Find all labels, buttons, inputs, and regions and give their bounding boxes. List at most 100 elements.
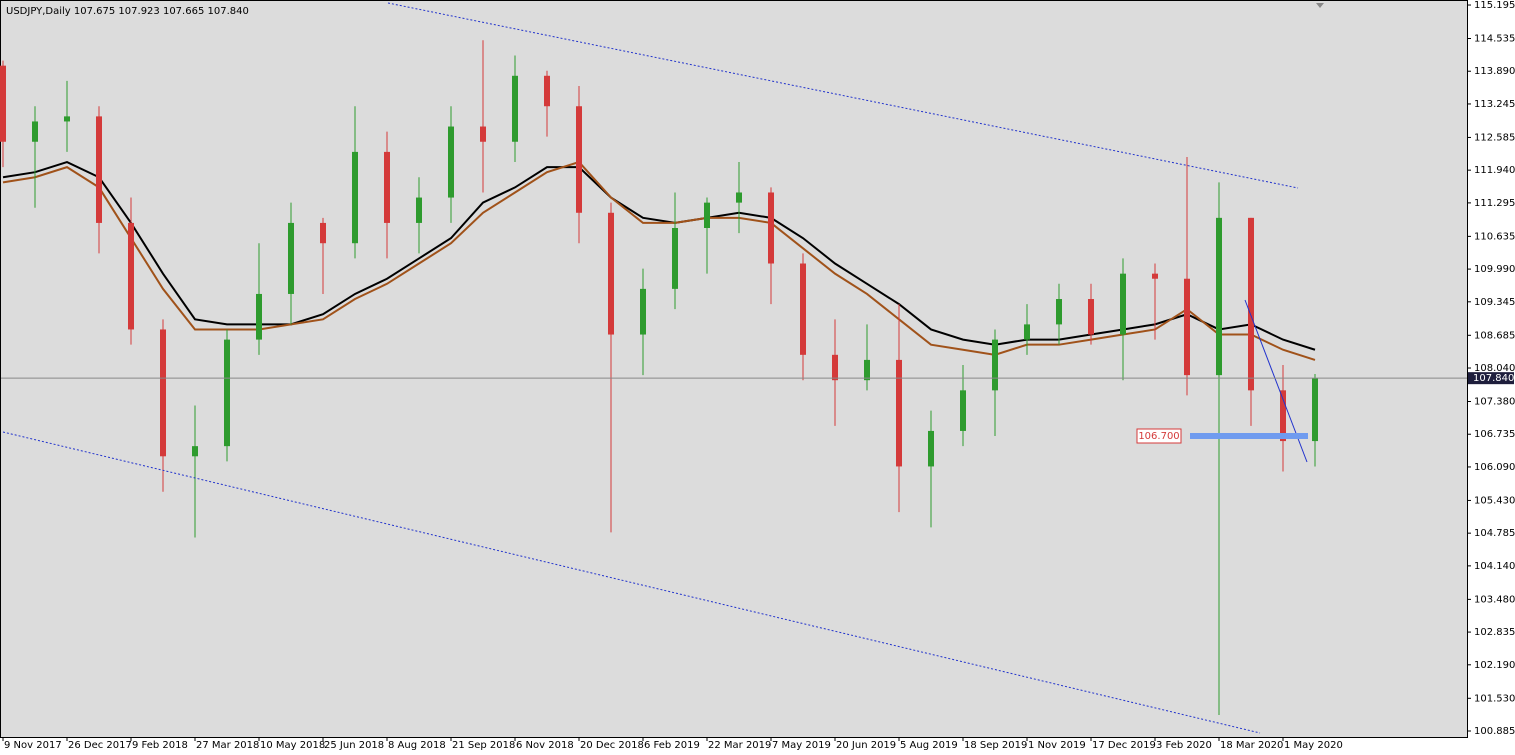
- y-tick-label: 102.835: [1474, 627, 1515, 638]
- candle-body: [1024, 324, 1030, 340]
- x-tick-label: 9 Nov 2017: [4, 740, 62, 751]
- y-tick-label: 114.535: [1474, 34, 1515, 45]
- chart-title: USDJPY,Daily 107.675 107.923 107.665 107…: [6, 6, 249, 17]
- candle-body: [1216, 217, 1222, 376]
- candle-body: [1056, 299, 1062, 325]
- candle-body: [992, 339, 998, 391]
- plot: [0, 40, 1318, 716]
- x-tick-label: 20 Dec 2018: [580, 740, 644, 751]
- x-tick-label: 5 Aug 2019: [900, 740, 958, 751]
- candle-body: [480, 126, 486, 142]
- y-tick-label: 110.635: [1474, 231, 1515, 242]
- x-tick-label: 9 Feb 2018: [132, 740, 188, 751]
- y-tick-label: 102.190: [1474, 660, 1515, 671]
- candle-body: [384, 151, 390, 223]
- x-tick-label: 27 Mar 2018: [196, 740, 259, 751]
- x-tick-label: 18 Mar 2020: [1220, 740, 1283, 751]
- x-tick-label: 26 Dec 2017: [68, 740, 132, 751]
- y-tick-label: 113.245: [1474, 99, 1515, 110]
- candle-body: [128, 222, 134, 330]
- level-zone: [1190, 433, 1308, 440]
- x-tick-label: 1 May 2020: [1284, 740, 1343, 751]
- x-tick-label: 10 May 2018: [260, 740, 325, 751]
- y-tick-label: 111.940: [1474, 165, 1515, 176]
- y-tick-label: 105.430: [1474, 495, 1515, 506]
- y-tick-label: 104.785: [1474, 528, 1515, 539]
- candle-body: [864, 359, 870, 381]
- y-tick-label: 106.735: [1474, 429, 1515, 440]
- moving-average: [2, 160, 1316, 361]
- level-box: [1136, 428, 1182, 444]
- x-tick-label: 6 Nov 2018: [516, 740, 574, 751]
- last-price-box: [1468, 372, 1514, 385]
- x-tick-label: 22 Mar 2019: [708, 740, 771, 751]
- x-tick-label: 20 Jun 2019: [836, 740, 896, 751]
- y-tick-label: 101.530: [1474, 693, 1515, 704]
- x-tick-label: 7 May 2019: [772, 740, 831, 751]
- channel-lower: [2, 431, 1261, 734]
- candle-body: [768, 192, 774, 264]
- candle-body: [832, 354, 838, 381]
- candle-body: [64, 116, 70, 122]
- level-label: 106.700: [1138, 431, 1179, 442]
- candle-body: [736, 192, 742, 203]
- candle-body: [288, 222, 294, 294]
- last-price-label: 107.840: [1473, 373, 1514, 384]
- x-tick-label: 8 Aug 2018: [388, 740, 446, 751]
- y-tick-label: 109.990: [1474, 264, 1515, 275]
- plot-area: [0, 0, 1468, 738]
- candle-body: [800, 263, 806, 355]
- candle-body: [896, 359, 902, 467]
- candle-body: [320, 222, 326, 244]
- candle-body: [32, 121, 38, 142]
- moving-average: [2, 160, 1316, 351]
- candle-body: [224, 339, 230, 447]
- y-tick-label: 112.585: [1474, 132, 1515, 143]
- x-tick-label: 25 Jun 2018: [324, 740, 384, 751]
- shift-marker: [1316, 3, 1324, 8]
- candle-body: [1088, 299, 1094, 335]
- y-tick-label: 113.890: [1474, 66, 1515, 77]
- candle-body: [960, 390, 966, 431]
- candle-body: [1280, 390, 1286, 442]
- candle-body: [608, 212, 614, 335]
- candle-body: [672, 227, 678, 289]
- candle-body: [640, 288, 646, 335]
- candle-body: [1184, 278, 1190, 376]
- candle-body: [1120, 273, 1126, 335]
- candle-body: [1152, 273, 1158, 279]
- candle-body: [160, 329, 166, 457]
- candle-body: [512, 75, 518, 142]
- y-tick-label: 103.480: [1474, 594, 1515, 605]
- candle-body: [1312, 378, 1318, 442]
- candle-body: [0, 65, 6, 142]
- candle-body: [576, 106, 582, 213]
- candle-body: [352, 151, 358, 244]
- y-tick-label: 104.140: [1474, 561, 1515, 572]
- x-tick-label: 6 Feb 2019: [644, 740, 700, 751]
- y-tick-label: 107.380: [1474, 397, 1515, 408]
- y-tick-label: 100.885: [1474, 726, 1515, 737]
- y-tick-label: 106.090: [1474, 462, 1515, 473]
- candle-body: [448, 126, 454, 198]
- y-tick-label: 108.040: [1474, 363, 1515, 374]
- candle-body: [256, 293, 262, 340]
- candle-body: [96, 116, 102, 223]
- y-tick-label: 108.685: [1474, 330, 1515, 341]
- x-tick-label: 21 Sep 2018: [452, 740, 515, 751]
- y-tick-label: 111.295: [1474, 198, 1515, 209]
- x-tick-label: 3 Feb 2020: [1156, 740, 1212, 751]
- candle-body: [192, 446, 198, 457]
- candle-body: [544, 75, 550, 107]
- candle-body: [704, 202, 710, 228]
- candle-body: [416, 197, 422, 223]
- y-tick-label: 115.195: [1474, 0, 1515, 11]
- candle-body: [928, 430, 934, 467]
- x-tick-label: 18 Sep 2019: [964, 740, 1027, 751]
- x-tick-label: 1 Nov 2019: [1028, 740, 1086, 751]
- x-tick-label: 17 Dec 2019: [1092, 740, 1156, 751]
- candle-body: [1248, 217, 1254, 391]
- y-tick-label: 109.345: [1474, 297, 1515, 308]
